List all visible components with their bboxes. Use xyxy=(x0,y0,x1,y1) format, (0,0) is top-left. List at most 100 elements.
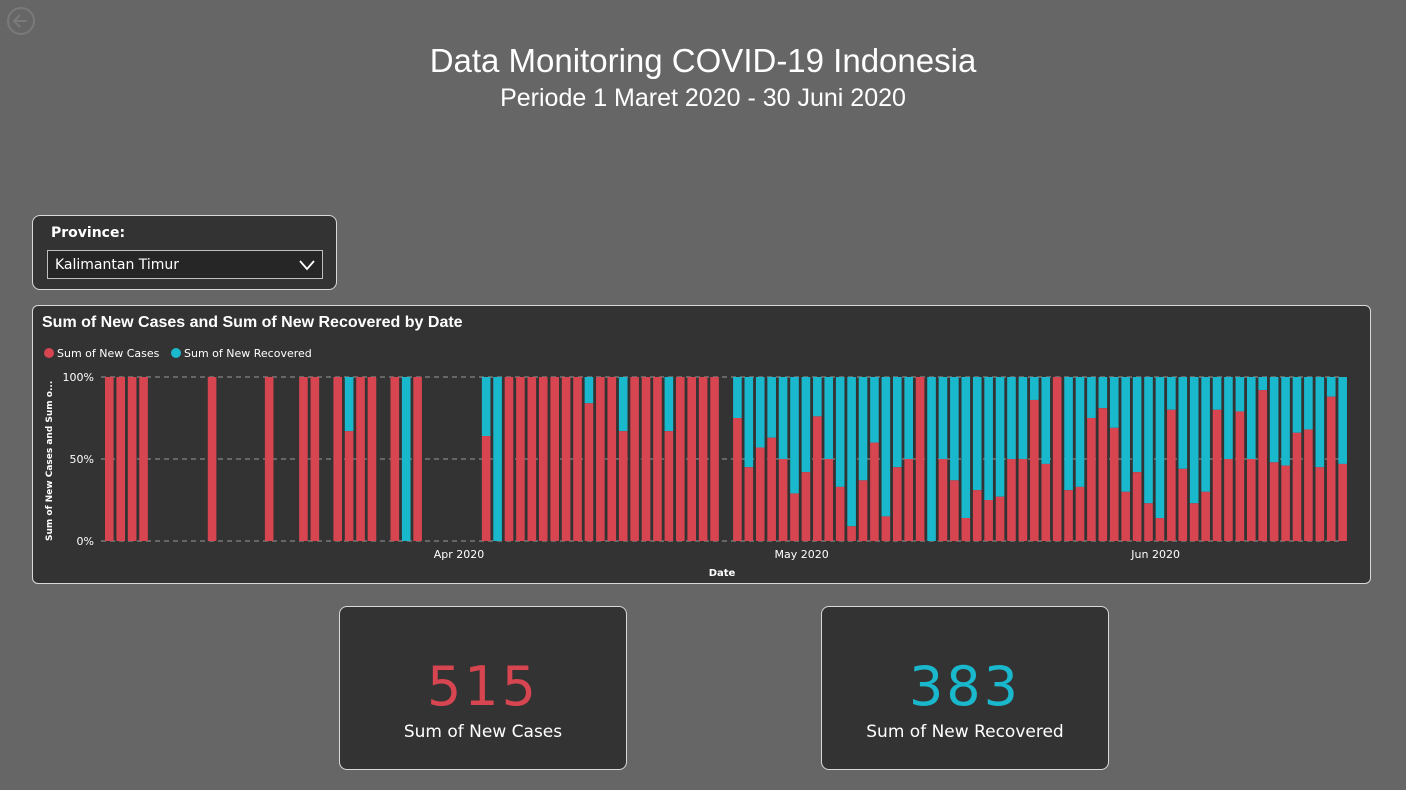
bar-new-cases[interactable] xyxy=(1041,463,1051,541)
bar-new-cases[interactable] xyxy=(824,459,834,541)
bar-new-cases[interactable] xyxy=(1167,409,1176,541)
bar-new-recovered[interactable] xyxy=(950,377,959,481)
bar-new-cases[interactable] xyxy=(858,480,868,541)
bar-new-cases[interactable] xyxy=(561,377,571,541)
bar-new-cases[interactable] xyxy=(653,377,662,541)
bar-new-recovered[interactable] xyxy=(835,377,845,487)
bar-new-recovered[interactable] xyxy=(1315,377,1325,468)
bar-new-cases[interactable] xyxy=(1052,377,1062,541)
bar-new-cases[interactable] xyxy=(550,377,559,541)
bar-new-cases[interactable] xyxy=(1258,390,1268,541)
bar-new-cases[interactable] xyxy=(139,377,148,541)
bar-new-recovered[interactable] xyxy=(584,377,594,404)
bar-new-cases[interactable] xyxy=(778,459,788,541)
bar-new-cases[interactable] xyxy=(618,431,628,541)
bar-new-cases[interactable] xyxy=(1030,399,1039,541)
bar-new-cases[interactable] xyxy=(367,377,377,541)
province-dropdown[interactable]: Kalimantan Timur xyxy=(47,250,323,279)
bar-new-cases[interactable] xyxy=(641,377,651,541)
bar-new-cases[interactable] xyxy=(676,377,685,541)
bar-new-cases[interactable] xyxy=(1155,518,1165,541)
legend-recovered-label[interactable]: Sum of New Recovered xyxy=(184,347,312,360)
bar-new-cases[interactable] xyxy=(1247,459,1256,541)
back-arrow-icon[interactable] xyxy=(6,6,36,36)
bar-new-cases[interactable] xyxy=(356,377,365,541)
bar-new-cases[interactable] xyxy=(881,516,891,541)
bar-new-cases[interactable] xyxy=(1064,490,1073,541)
bar-new-recovered[interactable] xyxy=(778,377,788,459)
bar-new-cases[interactable] xyxy=(961,518,971,541)
bar-new-cases[interactable] xyxy=(481,436,491,541)
bar-new-cases[interactable] xyxy=(1189,503,1199,541)
bar-new-cases[interactable] xyxy=(310,377,320,541)
bar-new-cases[interactable] xyxy=(573,377,582,541)
bar-new-cases[interactable] xyxy=(105,377,114,541)
bar-new-recovered[interactable] xyxy=(1030,377,1039,400)
bar-new-cases[interactable] xyxy=(1178,468,1188,541)
bar-new-recovered[interactable] xyxy=(1235,377,1245,412)
bar-new-cases[interactable] xyxy=(1326,396,1336,541)
bar-new-cases[interactable] xyxy=(607,377,617,541)
bar-new-recovered[interactable] xyxy=(744,377,754,468)
bar-new-cases[interactable] xyxy=(1292,432,1302,541)
bar-new-cases[interactable] xyxy=(801,472,811,541)
bar-new-cases[interactable] xyxy=(755,447,765,541)
bar-new-cases[interactable] xyxy=(767,437,776,541)
bar-new-cases[interactable] xyxy=(344,431,354,541)
bar-new-cases[interactable] xyxy=(207,377,217,541)
bar-new-cases[interactable] xyxy=(984,500,993,541)
bar-new-recovered[interactable] xyxy=(1167,377,1176,410)
bar-new-cases[interactable] xyxy=(687,377,697,541)
bar-new-cases[interactable] xyxy=(413,377,422,541)
bar-new-recovered[interactable] xyxy=(1326,377,1336,397)
bar-new-cases[interactable] xyxy=(972,490,982,541)
bar-new-recovered[interactable] xyxy=(938,377,948,459)
bar-new-recovered[interactable] xyxy=(664,377,674,432)
bar-new-cases[interactable] xyxy=(1098,408,1108,541)
bar-new-cases[interactable] xyxy=(892,467,902,541)
bar-new-recovered[interactable] xyxy=(984,377,993,500)
bar-new-recovered[interactable] xyxy=(824,377,834,459)
bar-new-recovered[interactable] xyxy=(1155,377,1165,519)
bar-new-recovered[interactable] xyxy=(801,377,811,473)
bar-new-recovered[interactable] xyxy=(790,377,799,494)
bar-new-recovered[interactable] xyxy=(1018,377,1028,459)
bar-new-cases[interactable] xyxy=(390,377,400,541)
bar-new-recovered[interactable] xyxy=(401,377,411,541)
bar-new-cases[interactable] xyxy=(950,480,959,541)
bar-new-cases[interactable] xyxy=(299,377,308,541)
bar-new-cases[interactable] xyxy=(527,377,537,541)
bar-new-recovered[interactable] xyxy=(1189,377,1199,504)
bar-new-recovered[interactable] xyxy=(1247,377,1256,459)
bar-new-cases[interactable] xyxy=(1269,462,1279,541)
bar-new-cases[interactable] xyxy=(870,442,879,541)
bar-new-cases[interactable] xyxy=(938,459,948,541)
bar-new-cases[interactable] xyxy=(1018,459,1028,541)
bar-new-recovered[interactable] xyxy=(1212,377,1222,410)
bar-new-cases[interactable] xyxy=(1304,429,1313,541)
bar-new-recovered[interactable] xyxy=(493,377,502,541)
bar-new-cases[interactable] xyxy=(847,526,856,541)
bar-new-recovered[interactable] xyxy=(1144,377,1153,504)
bar-new-cases[interactable] xyxy=(1315,467,1325,541)
legend-cases-label[interactable]: Sum of New Cases xyxy=(57,347,160,360)
bar-new-recovered[interactable] xyxy=(481,377,491,437)
bar-new-cases[interactable] xyxy=(1224,459,1233,541)
bar-new-cases[interactable] xyxy=(1132,472,1142,541)
bar-new-recovered[interactable] xyxy=(733,377,742,418)
bar-new-recovered[interactable] xyxy=(767,377,776,438)
bar-new-cases[interactable] xyxy=(995,496,1005,541)
bar-new-recovered[interactable] xyxy=(1292,377,1302,433)
bar-new-cases[interactable] xyxy=(698,377,708,541)
bar-new-cases[interactable] xyxy=(790,493,799,541)
bar-new-recovered[interactable] xyxy=(1304,377,1313,430)
bar-new-recovered[interactable] xyxy=(1121,377,1130,492)
bar-new-cases[interactable] xyxy=(516,377,525,541)
bar-new-recovered[interactable] xyxy=(1064,377,1073,491)
bar-new-cases[interactable] xyxy=(333,377,342,541)
bar-new-cases[interactable] xyxy=(1201,491,1210,541)
bar-new-recovered[interactable] xyxy=(1258,377,1268,391)
bar-new-cases[interactable] xyxy=(744,467,754,541)
bar-new-recovered[interactable] xyxy=(1269,377,1279,463)
bar-new-recovered[interactable] xyxy=(1075,377,1085,487)
